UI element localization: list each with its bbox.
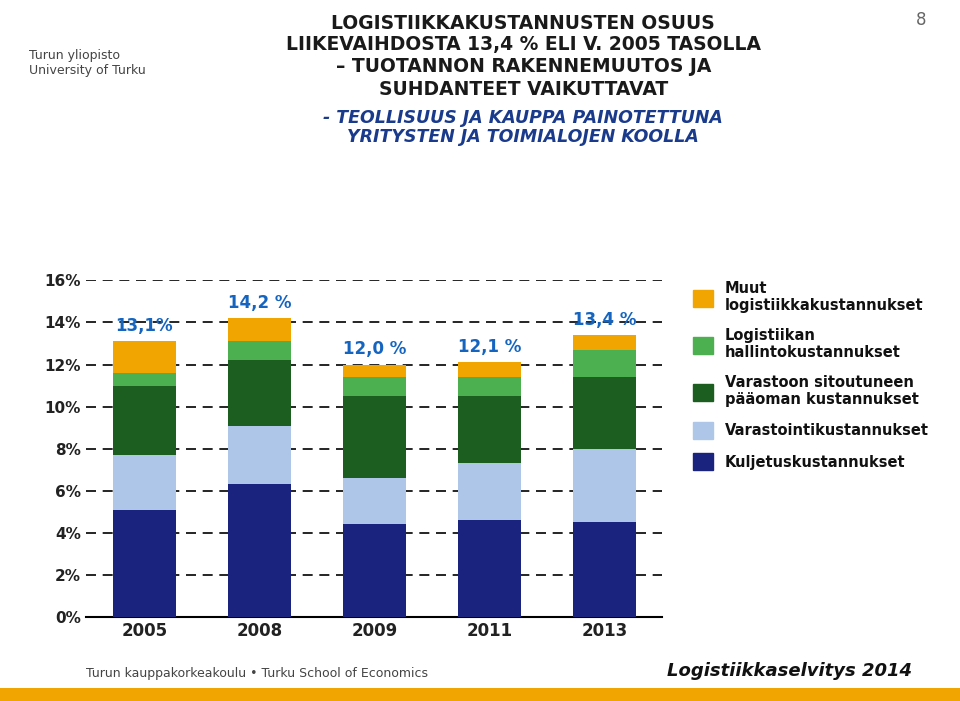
Bar <box>228 318 291 341</box>
Bar <box>112 455 176 510</box>
Bar <box>573 350 636 377</box>
Text: – TUOTANNON RAKENNEMUUTOS JA: – TUOTANNON RAKENNEMUUTOS JA <box>335 57 711 76</box>
Legend: Muut
logistiikkakustannukset, Logistiikan
hallintokustannukset, Varastoon sitout: Muut logistiikkakustannukset, Logistiika… <box>693 281 929 470</box>
Bar <box>343 377 406 396</box>
Bar <box>112 386 176 455</box>
Text: LIIKEVAIHDOSTA 13,4 % ELI V. 2005 TASOLLA: LIIKEVAIHDOSTA 13,4 % ELI V. 2005 TASOLL… <box>286 35 760 54</box>
Bar <box>343 365 406 377</box>
Bar <box>343 478 406 524</box>
Bar <box>228 341 291 360</box>
Bar <box>573 449 636 522</box>
Bar <box>228 426 291 484</box>
Bar <box>458 362 521 377</box>
Text: Turun yliopisto
University of Turku: Turun yliopisto University of Turku <box>29 49 146 77</box>
Bar <box>573 335 636 350</box>
Text: LOGISTIIKKAKUSTANNUSTEN OSUUS: LOGISTIIKKAKUSTANNUSTEN OSUUS <box>331 14 715 33</box>
Text: 12,1 %: 12,1 % <box>458 338 521 356</box>
Text: - TEOLLISUUS JA KAUPPA PAINOTETTUNA: - TEOLLISUUS JA KAUPPA PAINOTETTUNA <box>324 109 723 127</box>
Text: SUHDANTEET VAIKUTTAVAT: SUHDANTEET VAIKUTTAVAT <box>378 80 668 99</box>
Bar <box>573 377 636 449</box>
Bar <box>343 396 406 478</box>
Bar <box>458 463 521 520</box>
Text: 12,0 %: 12,0 % <box>343 340 406 358</box>
Bar <box>112 510 176 617</box>
Bar <box>573 522 636 617</box>
Bar <box>228 484 291 617</box>
Bar <box>112 373 176 386</box>
Bar <box>458 377 521 396</box>
Text: 8: 8 <box>916 11 926 29</box>
Bar <box>343 524 406 617</box>
Bar <box>458 520 521 617</box>
Text: YRITYSTEN JA TOIMIALOJEN KOOLLA: YRITYSTEN JA TOIMIALOJEN KOOLLA <box>348 128 699 146</box>
Text: Turun kauppakorkeakoulu • Turku School of Economics: Turun kauppakorkeakoulu • Turku School o… <box>86 667 428 680</box>
Text: 14,2 %: 14,2 % <box>228 294 291 312</box>
Bar <box>458 396 521 463</box>
Text: Logistiikkaselvitys 2014: Logistiikkaselvitys 2014 <box>667 662 912 680</box>
Text: 13,4 %: 13,4 % <box>573 311 636 329</box>
Text: 13,1%: 13,1% <box>115 317 173 335</box>
Bar <box>112 341 176 373</box>
Bar <box>228 360 291 426</box>
